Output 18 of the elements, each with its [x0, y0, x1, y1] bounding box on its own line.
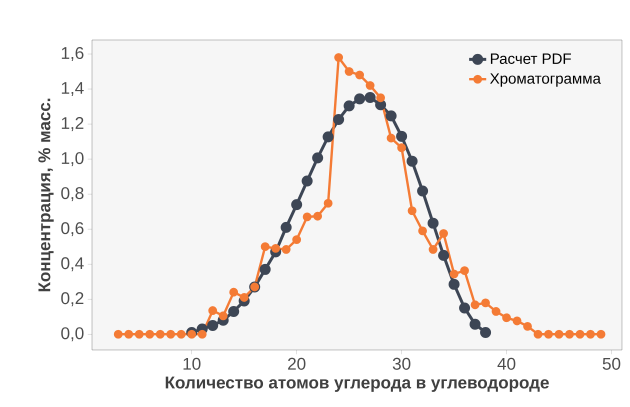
legend-label: Хроматограмма	[490, 73, 601, 87]
y-tick-label: 1,2	[62, 117, 84, 132]
x-tick-label: 30	[392, 358, 410, 370]
legend-label: Расчет PDF	[490, 53, 571, 64]
y-tick-label: 0,0	[61, 327, 84, 342]
y-tick-label: 1,6	[62, 46, 84, 62]
x-tick-label: 50	[602, 358, 620, 370]
y-tick-label: 0,8	[61, 187, 84, 202]
y-tick-label: 1,0	[62, 152, 84, 166]
y-tick-label: 0,2	[61, 292, 84, 306]
y-tick-label: 1,4	[62, 82, 84, 96]
y-tick-label: 0,6	[61, 222, 84, 236]
x-tick-label: 40	[497, 358, 516, 370]
y-tick-label: 0,4	[61, 257, 84, 272]
x-tick-label: 10	[184, 358, 200, 370]
x-tick-label: 20	[288, 358, 306, 370]
x-axis-title: Количество атомов углерода в углеводороде	[166, 376, 549, 392]
y-axis-title: Концентрация, % масс.	[38, 98, 54, 292]
